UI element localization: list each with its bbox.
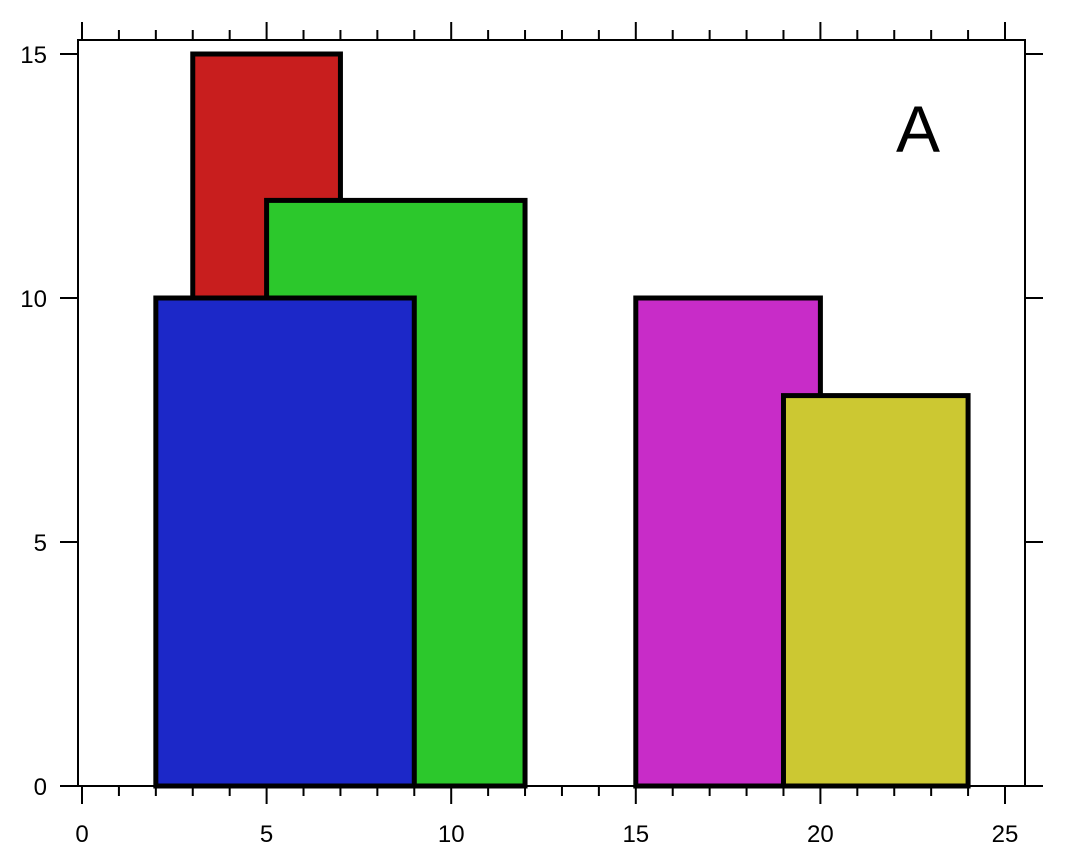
y-tick-label: 0: [34, 774, 47, 801]
x-tick-label: 15: [622, 821, 649, 846]
x-tick-label: 25: [992, 821, 1019, 846]
y-tick-label: 15: [20, 42, 47, 69]
ticks-group: [60, 22, 1043, 804]
panel-label: A: [896, 92, 940, 166]
bar-3: [153, 295, 417, 789]
plot-frame: [77, 39, 1026, 787]
bar-5: [780, 393, 971, 789]
x-tick-label: 10: [438, 821, 465, 846]
tick-labels-group: 0 5 10 15 20 25 0 5 10 15: [20, 42, 1018, 846]
x-tick-label: 20: [807, 821, 834, 846]
y-tick-label: 10: [20, 286, 47, 313]
x-tick-label: 0: [75, 821, 88, 846]
x-tick-label: 5: [260, 821, 273, 846]
y-tick-label: 5: [34, 530, 47, 557]
plot-border: [77, 39, 1026, 787]
bars-group: [153, 51, 971, 789]
